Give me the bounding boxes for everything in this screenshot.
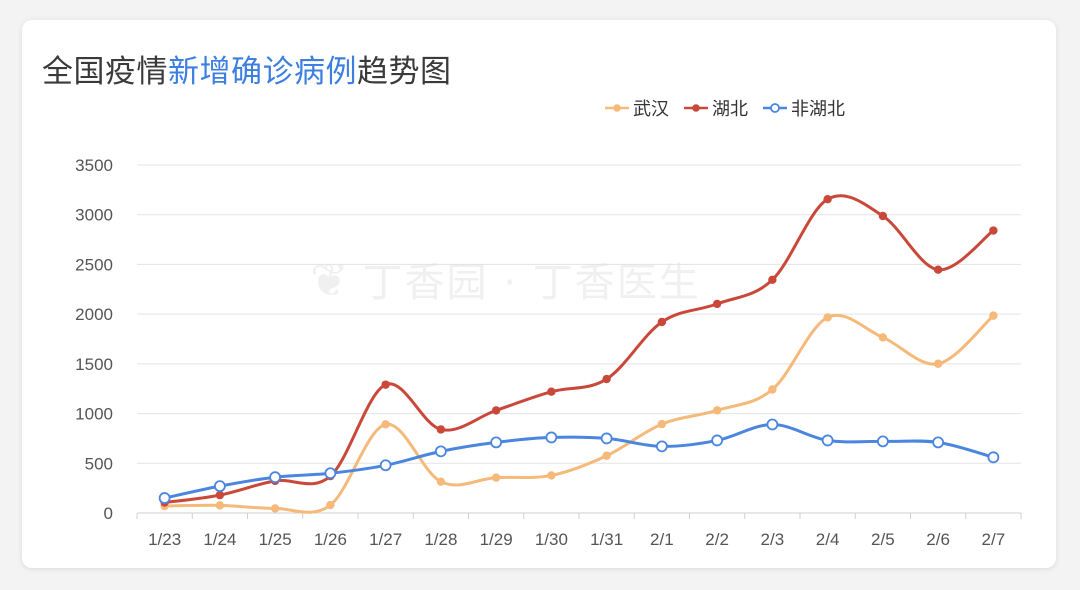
x-tick-label: 2/4	[816, 530, 840, 549]
point-hubei-15	[989, 226, 998, 235]
chart-legend: 武汉 湖北 非湖北	[604, 96, 859, 120]
point-wuhan-3	[326, 500, 335, 510]
y-tick-label: 3000	[75, 206, 113, 225]
legend-label-non-hubei: 非湖北	[791, 99, 845, 120]
x-tick-label: 2/7	[982, 530, 1006, 549]
point-hubei-8	[602, 374, 611, 384]
point-wuhan-10	[712, 406, 722, 415]
point-wuhan-13	[878, 333, 888, 342]
point-non-hubei-14	[932, 436, 945, 449]
watermark-text: 丁香园 · 丁香医生	[362, 260, 701, 306]
point-non-hubei-12	[821, 434, 834, 447]
point-non-hubei-6	[490, 436, 503, 449]
point-wuhan-9	[657, 419, 667, 429]
point-non-hubei-13	[876, 435, 889, 448]
point-wuhan-12	[823, 313, 832, 322]
point-non-hubei-3	[324, 467, 337, 480]
chart-title: 全国疫情新增确诊病例趋势图	[42, 46, 452, 91]
point-hubei-9	[657, 317, 667, 327]
point-wuhan-14	[933, 359, 943, 368]
point-non-hubei-1	[213, 480, 226, 493]
point-hubei-1	[215, 490, 225, 500]
x-tick-label: 1/26	[314, 530, 347, 549]
point-wuhan-11	[768, 385, 777, 394]
watermark: ❦ 丁香园 · 丁香医生	[310, 250, 701, 308]
y-tick-label: 2000	[75, 305, 113, 324]
point-non-hubei-11	[766, 418, 779, 431]
legend-marker-hubei	[684, 104, 708, 112]
legend-item-non-hubei: 非湖北	[762, 95, 845, 121]
title-prefix: 全国疫情	[42, 54, 168, 90]
legend-marker-wuhan	[605, 104, 629, 112]
x-tick-label: 1/23	[148, 530, 181, 549]
legend-item-hubei: 湖北	[683, 95, 748, 121]
point-wuhan-7	[547, 471, 556, 480]
point-wuhan-6	[491, 473, 501, 482]
point-non-hubei-2	[269, 471, 282, 484]
y-tick-label: 3500	[75, 156, 113, 175]
title-suffix: 趋势图	[357, 54, 452, 90]
legend-marker-non-hubei	[763, 103, 787, 113]
x-tick-label: 1/28	[424, 530, 457, 549]
point-hubei-4	[381, 380, 390, 389]
x-tick-label: 1/25	[259, 530, 292, 549]
y-tick-label: 1000	[75, 405, 113, 424]
point-non-hubei-10	[711, 434, 724, 447]
x-tick-label: 1/27	[369, 530, 402, 549]
leaf-icon: ❦	[310, 253, 351, 307]
point-wuhan-5	[436, 477, 446, 486]
point-hubei-5	[436, 425, 446, 434]
point-wuhan-15	[989, 311, 998, 320]
legend-item-wuhan: 武汉	[604, 95, 669, 121]
y-tick-label: 0	[104, 504, 113, 523]
x-tick-label: 2/6	[926, 530, 950, 549]
point-hubei-7	[547, 387, 556, 396]
point-wuhan-2	[270, 504, 280, 513]
legend-label-wuhan: 武汉	[633, 99, 669, 120]
x-tick-label: 2/2	[705, 530, 729, 549]
y-tick-label: 500	[85, 454, 113, 473]
point-hubei-12	[823, 195, 832, 204]
point-wuhan-1	[215, 501, 225, 510]
y-tick-label: 1500	[75, 355, 113, 374]
x-tick-label: 2/5	[871, 530, 895, 549]
series-line-wuhan	[164, 314, 995, 514]
series-line-non-hubei	[164, 423, 994, 500]
point-non-hubei-8	[600, 432, 613, 445]
point-hubei-11	[768, 275, 777, 285]
point-hubei-10	[712, 299, 722, 309]
point-hubei-6	[491, 406, 501, 415]
point-non-hubei-15	[987, 451, 1000, 464]
x-tick-label: 1/31	[590, 530, 623, 549]
legend-label-hubei: 湖北	[712, 99, 748, 120]
series-line-hubei	[164, 194, 995, 505]
x-tick-label: 2/3	[761, 530, 785, 549]
point-non-hubei-5	[434, 445, 447, 458]
point-hubei-13	[878, 211, 888, 221]
x-tick-label: 1/30	[535, 530, 568, 549]
x-tick-label: 1/29	[480, 530, 513, 549]
point-wuhan-8	[602, 451, 611, 460]
title-highlight: 新增确诊病例	[168, 54, 357, 90]
y-tick-label: 2500	[75, 255, 113, 274]
point-non-hubei-7	[545, 431, 558, 444]
point-non-hubei-4	[379, 459, 392, 472]
point-non-hubei-9	[655, 440, 668, 453]
point-wuhan-4	[381, 420, 390, 429]
point-non-hubei-0	[158, 492, 171, 504]
x-tick-label: 2/1	[650, 530, 674, 549]
x-tick-label: 1/24	[203, 530, 236, 549]
point-hubei-14	[933, 265, 943, 274]
